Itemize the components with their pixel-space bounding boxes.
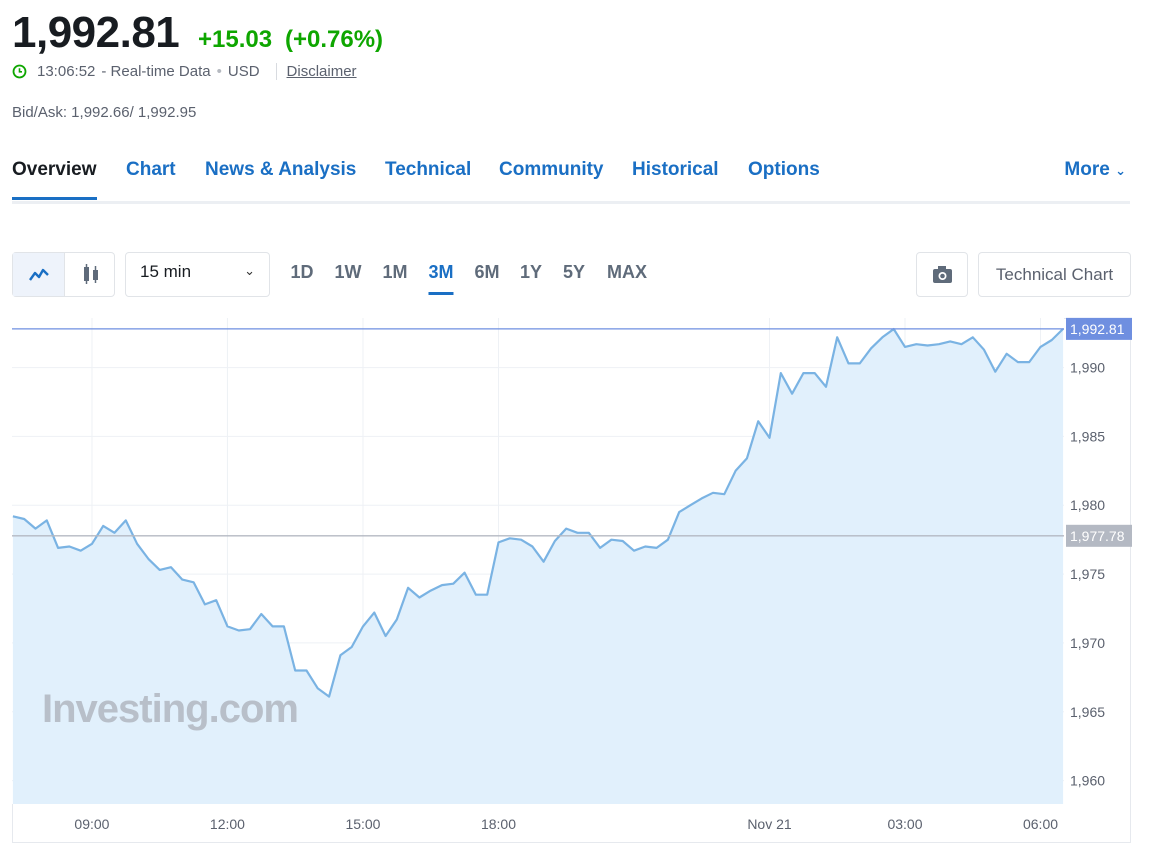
tab-bar: More ⌄ Overview Chart News & Analysis Techn…: [12, 155, 1130, 204]
y-tick-label: 1,980: [1070, 497, 1105, 513]
x-tick-label: 18:00: [481, 816, 516, 832]
nav-tab[interactable]: Historical: [632, 159, 719, 180]
candle-chart-button[interactable]: [64, 253, 116, 296]
range-button[interactable]: 3M: [428, 262, 454, 295]
nav-tab[interactable]: Technical: [385, 159, 472, 180]
clock-icon: [12, 64, 27, 79]
range-button[interactable]: 1M: [382, 262, 408, 282]
screenshot-button[interactable]: [916, 252, 968, 297]
watermark: Investing.com: [42, 687, 298, 731]
more-label: More: [1064, 159, 1110, 180]
price-line: [12, 327, 1064, 698]
x-tick-label: 15:00: [345, 816, 380, 832]
range-button[interactable]: 1W: [334, 262, 362, 282]
y-tick-label: 1,960: [1070, 773, 1105, 789]
interval-dropdown[interactable]: 15 min ⌄: [125, 252, 270, 297]
reference-label-bg: [1066, 317, 1132, 340]
x-tick-label: 12:00: [210, 816, 245, 832]
candle-icon: [84, 264, 98, 284]
y-tick-label: 1,965: [1070, 704, 1105, 720]
y-tick-label: 1,990: [1070, 360, 1105, 376]
price: 1,992.81: [12, 8, 180, 57]
y-tick-label: 1,985: [1070, 428, 1105, 444]
reference-label: 1,977.78: [1070, 528, 1125, 544]
quote-time: 13:06:52: [37, 63, 96, 80]
reference-label-bg: [1066, 524, 1132, 547]
range-button[interactable]: 5Y: [562, 262, 586, 282]
x-tick-label: 09:00: [74, 816, 109, 832]
x-tick-label: 06:00: [1023, 816, 1058, 832]
nav-tab[interactable]: Chart: [126, 159, 176, 180]
camera-icon: [933, 266, 952, 283]
range-button[interactable]: 1D: [290, 262, 314, 282]
technical-chart-button[interactable]: Technical Chart: [978, 252, 1131, 297]
line-chart-button[interactable]: [13, 253, 64, 296]
nav-tab[interactable]: Community: [499, 159, 604, 180]
x-tick-label: Nov 21: [747, 816, 792, 832]
interval-label: 15 min: [140, 262, 192, 281]
price-change-percent: (+0.76%): [285, 26, 384, 53]
nav-tab[interactable]: Overview: [12, 159, 97, 200]
price-change: +15.03: [198, 26, 273, 53]
more-tab[interactable]: More ⌄: [1064, 159, 1126, 181]
range-button[interactable]: 1Y: [519, 262, 543, 282]
chart-type-toggle: [12, 252, 115, 297]
area-fill: [12, 328, 1064, 804]
quote-source: - Real-time Data: [101, 63, 211, 80]
y-tick-label: 1,970: [1070, 635, 1105, 651]
nav-tab[interactable]: News & Analysis: [205, 159, 357, 180]
line-icon: [29, 268, 49, 281]
chevron: ⌄: [1115, 163, 1126, 178]
quote-meta: 13:06:52 - Real-time Data • USD Disclaim…: [12, 63, 357, 80]
disclaimer-link[interactable]: Disclaimer: [275, 63, 357, 80]
separator: •: [216, 63, 222, 80]
range-button[interactable]: MAX: [607, 262, 647, 282]
y-tick-label: 1,975: [1070, 566, 1105, 582]
nav-tab[interactable]: Options: [748, 159, 820, 180]
range-button[interactable]: 6M: [474, 262, 500, 282]
reference-label: 1,992.81: [1070, 321, 1125, 337]
currency: USD: [227, 63, 260, 80]
chevron: ⌄: [244, 263, 255, 278]
x-tick-label: 03:00: [887, 816, 922, 832]
bid-ask: Bid/Ask: 1,992.66/ 1,992.95: [12, 104, 197, 121]
